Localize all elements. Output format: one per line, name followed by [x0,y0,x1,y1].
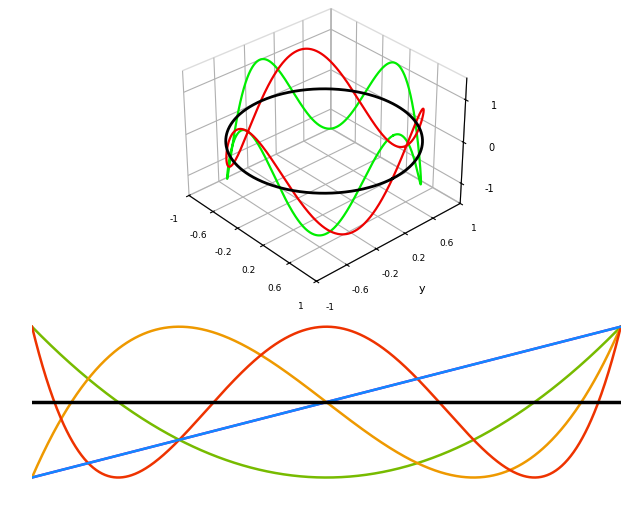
Y-axis label: y: y [419,284,425,294]
